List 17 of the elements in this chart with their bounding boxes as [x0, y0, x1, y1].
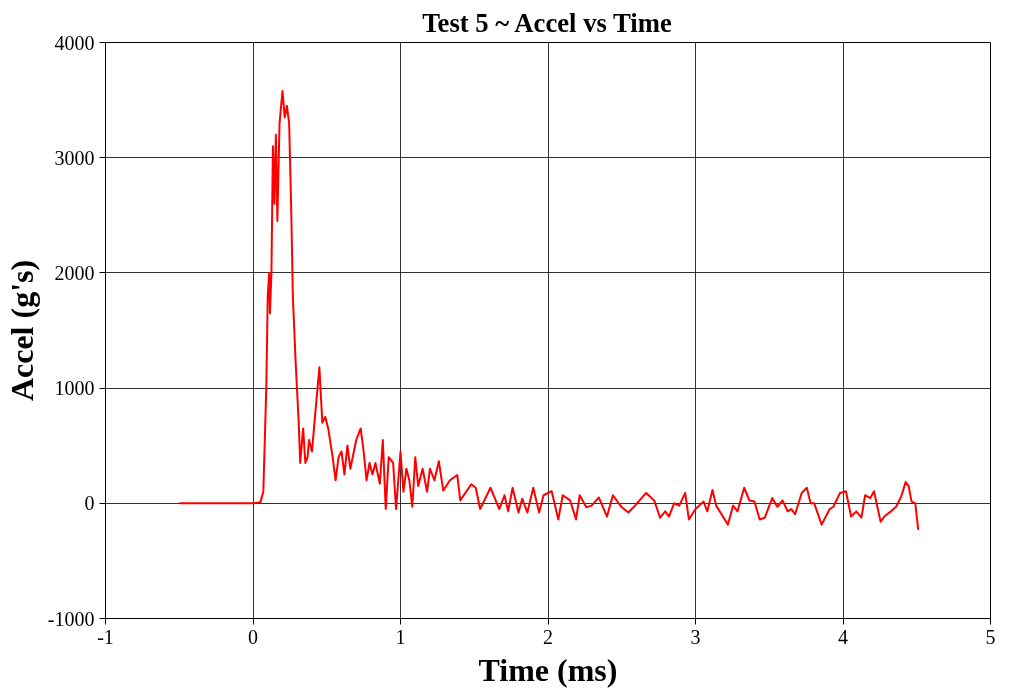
- x-tick-label: 1: [395, 625, 406, 648]
- x-tick-label: 0: [248, 625, 258, 648]
- x-axis-title: Time (ms): [478, 651, 618, 688]
- y-tick-label: 4000: [54, 31, 95, 54]
- x-tick-label: 4: [838, 625, 848, 648]
- x-tick-label: 3: [690, 625, 701, 648]
- y-tick-label: 3000: [54, 146, 95, 169]
- x-tick-label: 2: [543, 625, 553, 648]
- y-tick-label: 2000: [54, 261, 95, 284]
- y-tick-label: 0: [84, 492, 95, 515]
- line-series: [178, 89, 920, 531]
- y-tick-label: 1000: [54, 377, 95, 400]
- y-axis-title: Accel (g's): [3, 259, 40, 402]
- x-tick-label: 5: [985, 625, 996, 648]
- x-tick-label: -1: [97, 625, 114, 648]
- y-tick-label: -1000: [47, 607, 95, 630]
- chart-title: Test 5 ~ Accel vs Time: [422, 7, 672, 38]
